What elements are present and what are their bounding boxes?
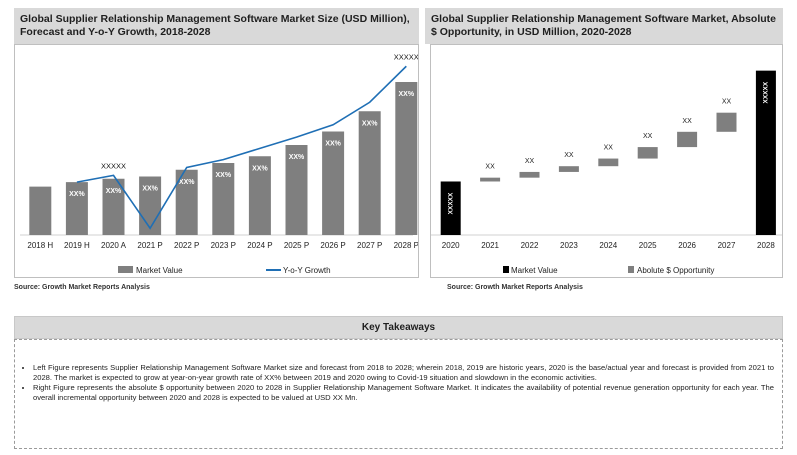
x-tick-label: 2026 [678, 241, 696, 250]
bar-data-label: XX [682, 118, 692, 125]
legend-swatch-opportunity [628, 266, 634, 273]
bar-data-label: XX [722, 99, 732, 106]
x-tick-label: 2024 [599, 241, 617, 250]
legend-swatch-market-value [503, 266, 509, 273]
market-value-bar [395, 82, 418, 235]
right-source: Source: Growth Market Reports Analysis [447, 284, 583, 291]
opportunity-bar [558, 166, 579, 172]
bar-data-label: XX [564, 152, 574, 159]
opportunity-bar [480, 177, 501, 182]
x-tick-label: 2028 [757, 241, 775, 250]
bar-data-label: XXXXX [763, 81, 770, 103]
bar-data-label: XX% [142, 186, 158, 193]
opportunity-bar [519, 171, 540, 178]
market-value-bar [102, 178, 125, 235]
bar-data-label: XX% [289, 154, 305, 161]
bar-data-label: XX [643, 133, 653, 140]
left-chart-frame: 2018 H XX% 2019 H XX% 2020 A XX% 2021 P XX% 2022… [14, 44, 419, 278]
right-chart-title: Global Supplier Relationship Management … [425, 8, 783, 44]
takeaway-item: Right Figure represents the absolute $ o… [33, 383, 774, 403]
x-tick-label: 2018 H [27, 241, 53, 250]
bar-data-label: XX [485, 164, 495, 171]
yoy-growth-line [76, 65, 407, 230]
x-tick-label: 2024 P [247, 241, 272, 250]
bar-data-label: XX% [179, 179, 195, 186]
bar-data-label: XX [604, 145, 614, 152]
annotation-label: XXXXX [101, 161, 126, 170]
bar-data-label: XX% [69, 191, 85, 198]
takeaway-item: Left Figure represents Supplier Relation… [33, 363, 774, 383]
left-chart-title: Global Supplier Relationship Management … [14, 8, 419, 44]
market-value-bar [755, 70, 776, 235]
x-tick-label: 2019 H [64, 241, 90, 250]
key-takeaways-box: Left Figure represents Supplier Relation… [14, 339, 783, 449]
market-size-chart: 2018 H XX% 2019 H XX% 2020 A XX% 2021 P XX% 2022… [20, 52, 419, 275]
opportunity-bar [598, 158, 619, 167]
key-takeaways-heading: Key Takeaways [14, 316, 783, 339]
left-source: Source: Growth Market Reports Analysis [14, 284, 150, 291]
x-tick-label: 2025 [639, 241, 657, 250]
x-tick-label: 2026 P [320, 241, 345, 250]
opportunity-bar [677, 131, 698, 148]
market-value-bar [65, 182, 88, 235]
bar-data-label: XX% [362, 120, 378, 127]
market-value-bar [358, 111, 381, 235]
legend-label-opportunity: Abolute $ Opportunity [637, 266, 714, 275]
bar-data-label: XX% [106, 188, 122, 195]
legend-label-market-value: Market Value [136, 266, 183, 275]
x-tick-label: 2022 [521, 241, 539, 250]
x-tick-label: 2021 P [137, 241, 162, 250]
legend-label-yoy-growth: Y-o-Y Growth [283, 266, 331, 275]
market-value-bar [322, 131, 345, 235]
legend-label-market-value: Market Value [511, 266, 558, 275]
market-value-bar [212, 163, 235, 235]
x-tick-label: 2023 P [211, 241, 236, 250]
market-value-bar [29, 186, 52, 235]
x-tick-label: 2027 P [357, 241, 382, 250]
annotation-label: XXXXX [394, 52, 418, 61]
x-tick-label: 2027 [718, 241, 736, 250]
x-tick-label: 2028 P [394, 241, 418, 250]
market-value-bar [248, 156, 271, 235]
bar-data-label: XXXXX [447, 192, 454, 214]
market-value-bar [175, 169, 198, 235]
bar-data-label: XX% [252, 165, 268, 172]
x-tick-label: 2020 A [101, 241, 127, 250]
right-chart-frame: XXXXX XXXXX XX XX XX XX XX XX XX 2020 2021 2022 2023… [430, 44, 783, 278]
bar-data-label: XX% [216, 172, 232, 179]
market-value-bar [285, 145, 308, 235]
legend-swatch-market-value [118, 266, 133, 273]
bar-data-label: XX% [325, 141, 341, 148]
x-tick-label: 2025 P [284, 241, 309, 250]
bar-data-label: XX [525, 158, 535, 165]
x-tick-label: 2020 [442, 241, 460, 250]
x-tick-label: 2022 P [174, 241, 199, 250]
x-tick-label: 2023 [560, 241, 578, 250]
market-value-bar [440, 181, 461, 235]
bar-data-label: XX% [399, 91, 415, 98]
opportunity-bar [716, 112, 737, 132]
opportunity-bar [637, 147, 658, 159]
x-tick-label: 2021 [481, 241, 499, 250]
